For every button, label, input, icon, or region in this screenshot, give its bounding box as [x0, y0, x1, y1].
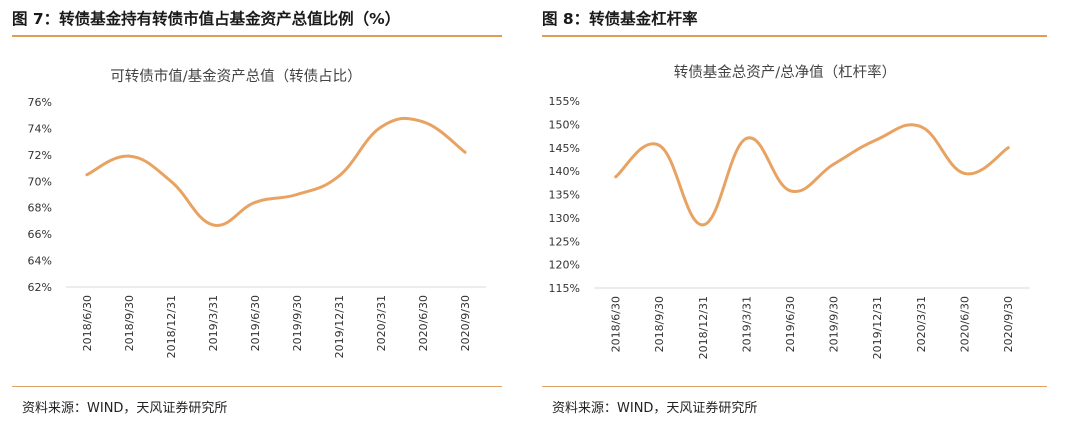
- data-point: [745, 136, 749, 140]
- x-tick-label: 2019/9/30: [291, 295, 304, 351]
- chart-convertible-bond-ratio: 可转债市值/基金资产总值（转债占比） 62% 64% 66% 68% 70% 72% 74% 7…: [28, 68, 486, 358]
- data-point: [169, 179, 173, 183]
- x-tick-label: 2020/6/30: [958, 296, 971, 352]
- data-point: [85, 173, 89, 177]
- x-tick-label: 2019/12/31: [871, 296, 884, 359]
- title-rule: [542, 35, 1047, 37]
- x-tick-label: 2019/9/30: [828, 296, 841, 352]
- data-point: [919, 125, 923, 129]
- data-point: [211, 223, 215, 227]
- x-tick-label: 2019/3/31: [207, 295, 220, 351]
- source-note: 资料来源：WIND，天风证券研究所: [22, 401, 228, 416]
- y-tick-label: 70%: [28, 175, 52, 188]
- x-tick-label: 2019/3/31: [740, 296, 753, 352]
- y-tick-label: 150%: [549, 118, 580, 131]
- title-rule: [12, 35, 502, 37]
- data-point: [1006, 146, 1010, 150]
- data-point: [832, 162, 836, 166]
- y-tick-label: 145%: [549, 142, 580, 155]
- data-point: [788, 189, 792, 193]
- y-tick-label: 72%: [28, 149, 52, 162]
- y-tick-label: 135%: [549, 189, 580, 202]
- data-point: [295, 193, 299, 196]
- y-tick-label: 66%: [28, 228, 52, 241]
- data-point: [421, 120, 425, 124]
- x-tick-label: 2020/6/30: [417, 295, 430, 351]
- data-point: [379, 125, 383, 129]
- chart-title: 可转债市值/基金资产总值（转债占比）: [110, 68, 361, 85]
- y-tick-label: 76%: [28, 96, 52, 109]
- x-tick-label: 2020/3/31: [375, 295, 388, 351]
- y-tick-label: 64%: [28, 255, 52, 268]
- x-tick-label: 2019/12/31: [333, 295, 346, 358]
- chart-title: 转债基金总资产/总净值（杠杆率）: [674, 64, 896, 81]
- series-line: [614, 123, 1010, 227]
- data-point: [253, 200, 257, 204]
- x-tick-label: 2018/9/30: [653, 296, 666, 352]
- y-tick-label: 125%: [549, 235, 580, 248]
- source-rule: [12, 386, 502, 387]
- y-tick-label: 115%: [549, 282, 580, 295]
- figure-title: 图 8：转债基金杠杆率: [542, 10, 698, 28]
- figure-title: 图 7：转债基金持有转债市值占基金资产总值比例（%）: [12, 10, 401, 28]
- x-tick-label: 2019/6/30: [784, 296, 797, 352]
- data-point: [614, 175, 618, 179]
- data-point: [127, 154, 131, 158]
- x-tick-label: 2018/12/31: [697, 296, 710, 359]
- y-tick-label: 62%: [28, 281, 52, 294]
- y-tick-label: 68%: [28, 202, 52, 215]
- data-point: [463, 150, 467, 154]
- x-tick-label: 2018/12/31: [165, 295, 178, 358]
- source-rule: [542, 386, 1047, 387]
- series-line: [85, 116, 467, 227]
- data-point: [875, 137, 879, 141]
- y-tick-label: 74%: [28, 122, 52, 135]
- y-tick-label: 140%: [549, 165, 580, 178]
- x-tick-label: 2020/9/30: [459, 295, 472, 351]
- x-tick-label: 2018/6/30: [81, 295, 94, 351]
- x-tick-label: 2020/9/30: [1002, 296, 1015, 352]
- data-point: [337, 174, 341, 178]
- figure-8-panel: 图 8：转债基金杠杆率 转债基金总资产/总净值（杠杆率） 115% 120% 125%…: [530, 0, 1080, 426]
- y-tick-label: 130%: [549, 212, 580, 225]
- x-tick-label: 2018/9/30: [123, 295, 136, 351]
- source-note: 资料来源：WIND，天风证券研究所: [552, 401, 758, 416]
- figure-7-panel: 图 7：转债基金持有转债市值占基金资产总值比例（%） 可转债市值/基金资产总值（…: [0, 0, 530, 426]
- data-point: [657, 143, 661, 147]
- x-tick-label: 2020/3/31: [915, 296, 928, 352]
- y-tick-label: 120%: [549, 259, 580, 272]
- data-point: [701, 223, 705, 227]
- x-tick-label: 2018/6/30: [610, 296, 623, 352]
- y-tick-label: 155%: [549, 95, 580, 108]
- chart-leverage-ratio: 转债基金总资产/总净值（杠杆率） 115% 120% 125% 130% 135% 140%…: [549, 64, 1030, 359]
- x-tick-label: 2019/6/30: [249, 295, 262, 351]
- data-point: [963, 171, 967, 175]
